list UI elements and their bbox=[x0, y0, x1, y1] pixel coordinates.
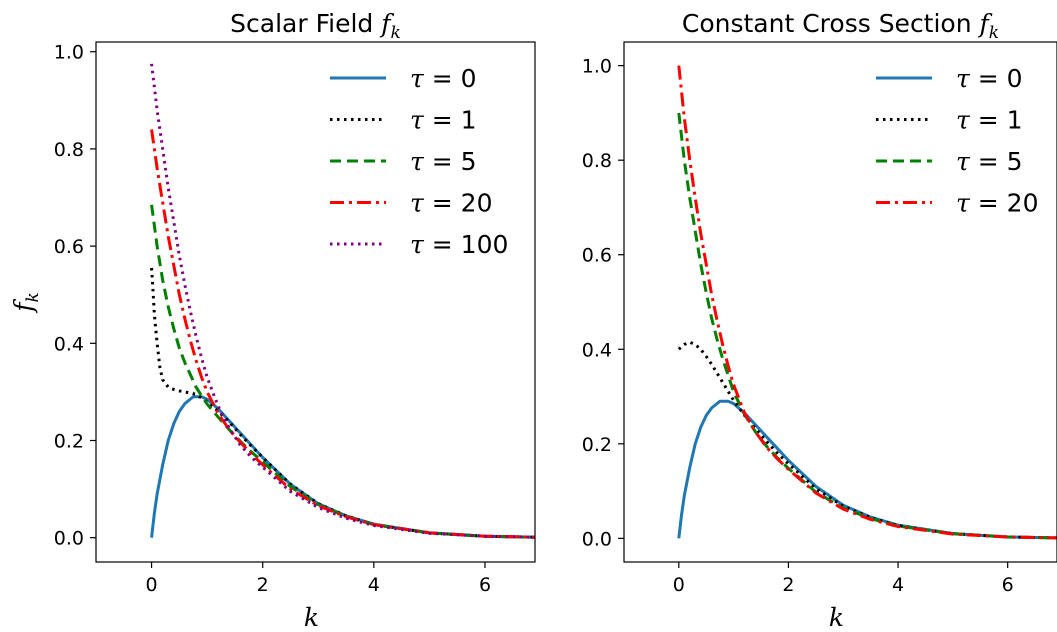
y-tick-label: 0.4 bbox=[54, 333, 84, 355]
legend-label: τ = 0 bbox=[956, 64, 1023, 93]
axes-frame bbox=[623, 41, 1057, 563]
y-tick-label: 0.0 bbox=[54, 528, 84, 550]
legend-label: τ = 1 bbox=[956, 106, 1023, 135]
legend-label: τ = 5 bbox=[410, 147, 477, 176]
legend: τ = 0 τ = 1 τ = 5 τ = 20 bbox=[876, 64, 1039, 218]
y-tick-label: 0.6 bbox=[582, 245, 612, 267]
y-axis-label: fk bbox=[9, 292, 43, 314]
legend-label: τ = 0 bbox=[410, 64, 477, 93]
series-line-3 bbox=[677, 65, 1057, 540]
constant-cross-section-chart: 0 2 4 6 0.0 0.2 0.4 0.6 0.8 1.0 k Constant Cross Se… bbox=[582, 9, 1057, 632]
x-tick-label: 0 bbox=[673, 574, 685, 596]
y-tick-label: 0.2 bbox=[582, 434, 612, 456]
x-tick-label: 0 bbox=[146, 574, 158, 596]
y-tick-label: 0.2 bbox=[54, 431, 84, 453]
legend-label: τ = 5 bbox=[956, 147, 1023, 176]
series-group bbox=[677, 65, 1057, 540]
legend-label: τ = 100 bbox=[410, 230, 508, 259]
chart-title: Scalar Field fk bbox=[230, 9, 401, 43]
x-tick-label: 4 bbox=[892, 574, 904, 596]
series-line-1 bbox=[677, 340, 1057, 540]
series-line-2 bbox=[677, 112, 1057, 540]
chart-title: Constant Cross Section fk bbox=[682, 9, 999, 43]
axes-frame bbox=[95, 41, 536, 563]
y-tick-label: 0.6 bbox=[54, 236, 84, 258]
y-tick-label: 0.0 bbox=[582, 528, 612, 550]
x-axis-label: k bbox=[829, 603, 844, 632]
x-axis-label: k bbox=[304, 603, 319, 632]
series-line-0 bbox=[150, 395, 535, 539]
series-line-4 bbox=[150, 63, 535, 539]
y-tick-label: 0.4 bbox=[582, 339, 612, 361]
scalar-field-chart: 0 2 4 6 0.0 0.2 0.4 0.6 0.8 1.0 k fk Scalar Field fk… bbox=[9, 9, 536, 632]
legend: τ = 0 τ = 1 τ = 5 τ = 20 τ = 100 bbox=[330, 64, 508, 259]
y-tick-label: 0.8 bbox=[54, 139, 84, 161]
y-tick-label: 1.0 bbox=[54, 42, 84, 64]
legend-label: τ = 20 bbox=[410, 189, 493, 218]
x-tick-label: 2 bbox=[782, 574, 794, 596]
x-tick-label: 6 bbox=[1002, 574, 1014, 596]
series-group bbox=[150, 63, 535, 539]
x-tick-label: 6 bbox=[479, 574, 491, 596]
y-tick-label: 0.8 bbox=[582, 150, 612, 172]
legend-label: τ = 20 bbox=[956, 189, 1039, 218]
x-tick-label: 4 bbox=[368, 574, 380, 596]
y-tick-label: 1.0 bbox=[582, 56, 612, 78]
x-tick-label: 2 bbox=[257, 574, 269, 596]
legend-label: τ = 1 bbox=[410, 106, 477, 135]
